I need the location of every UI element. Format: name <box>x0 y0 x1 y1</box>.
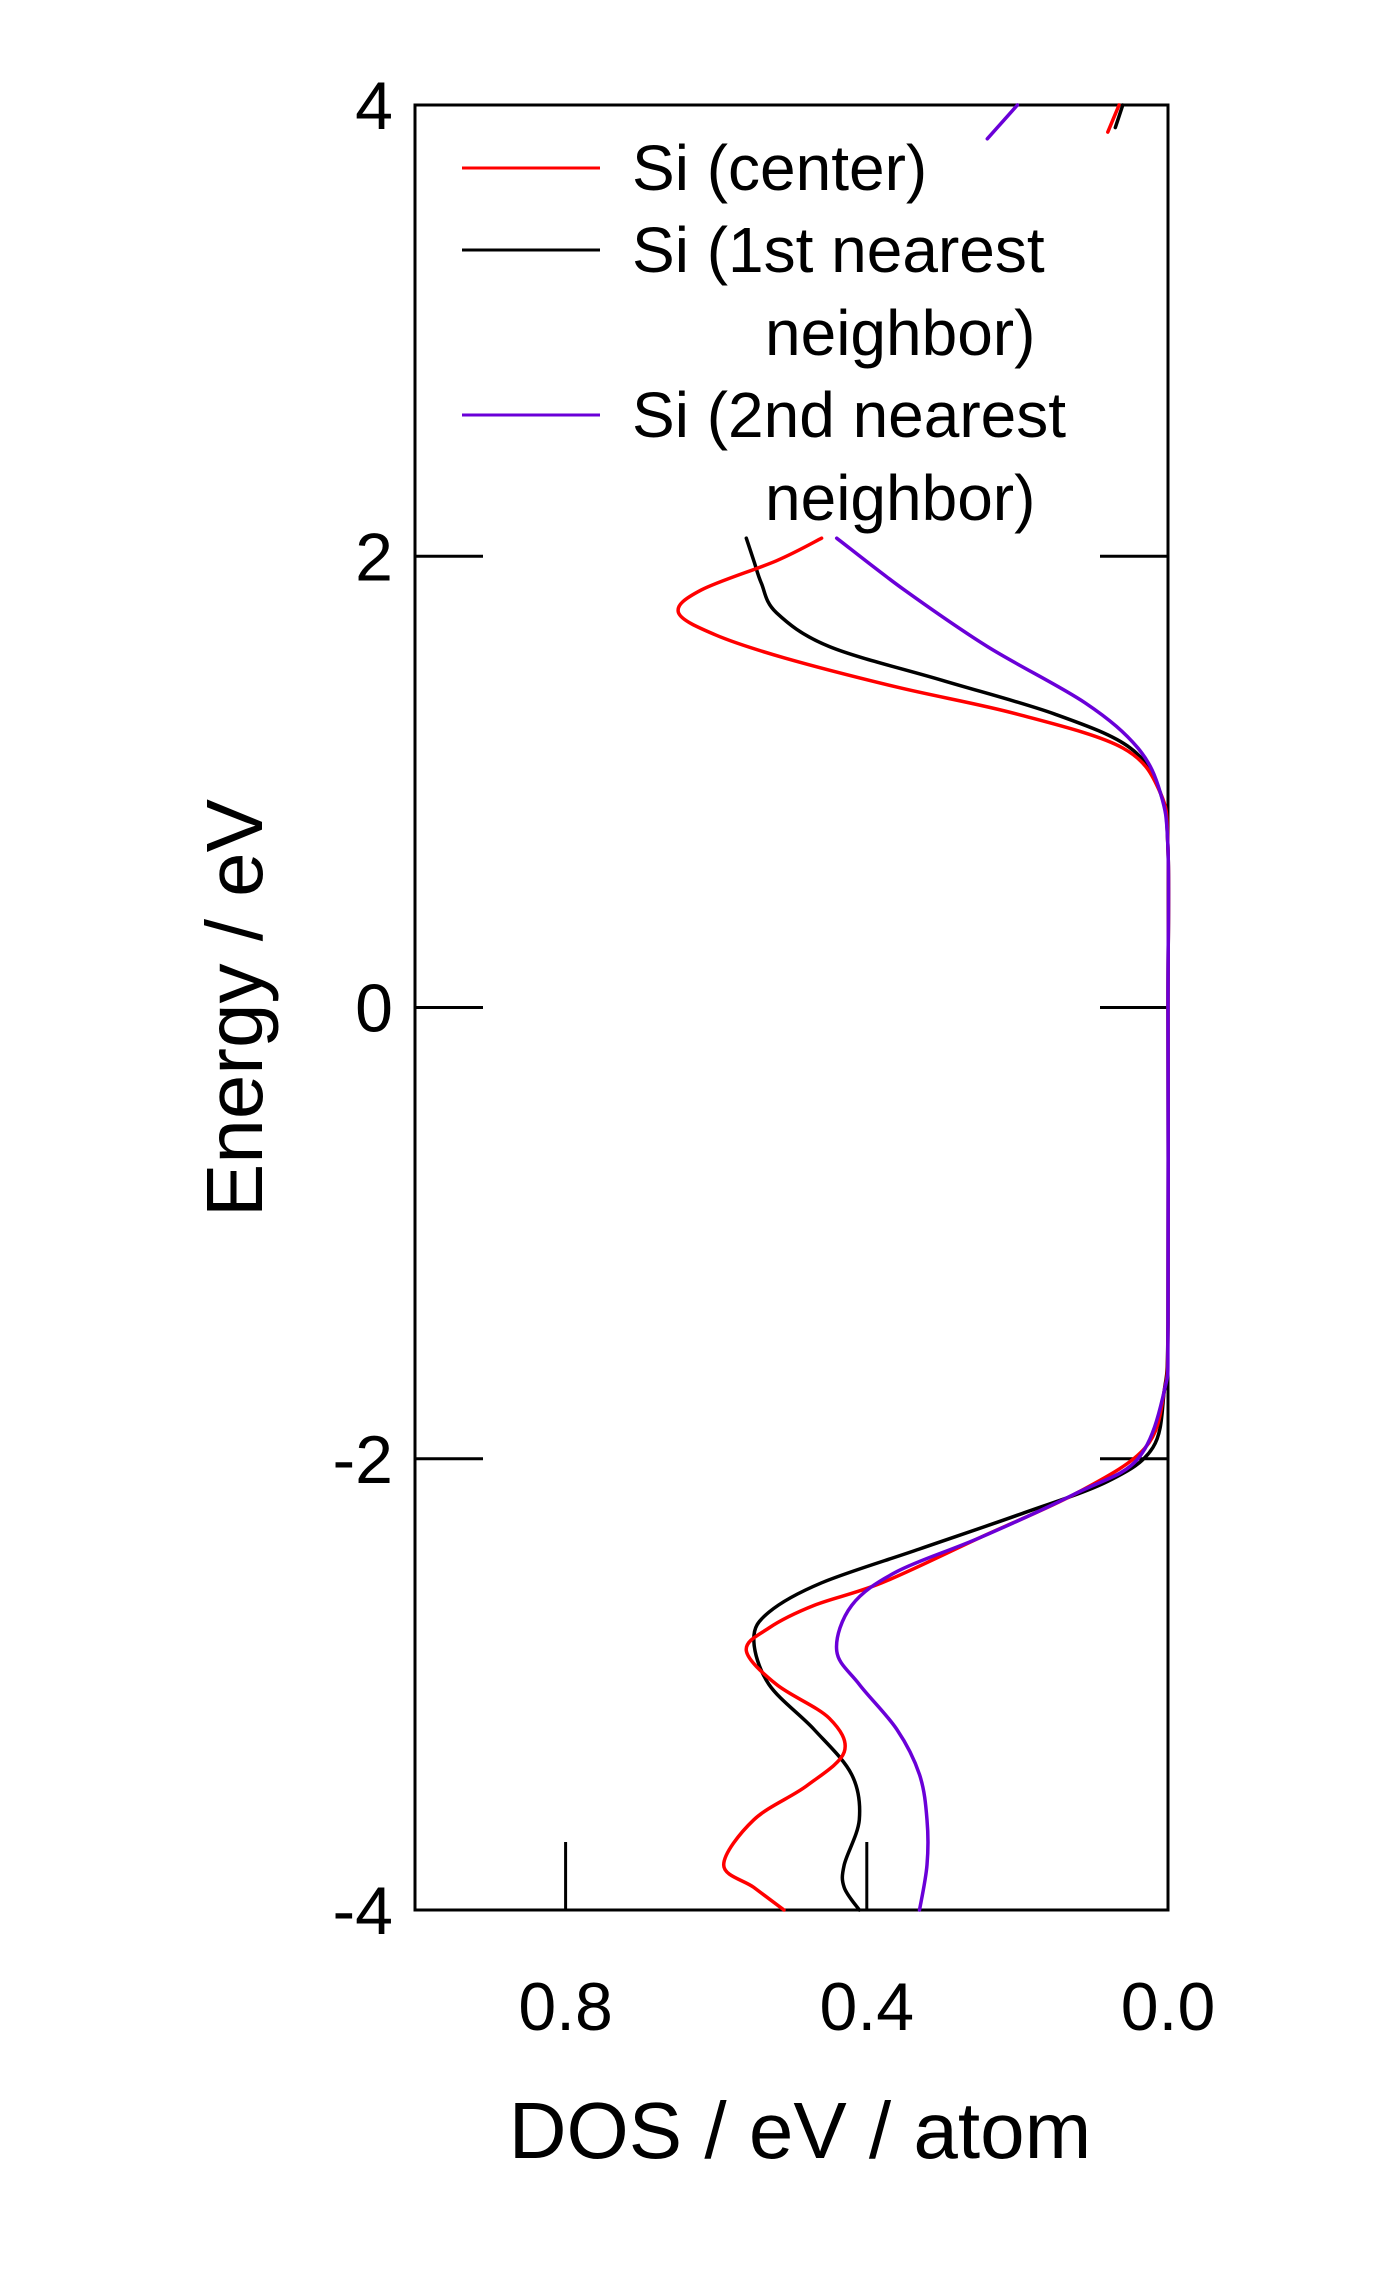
x-axis-ticks: 0.8 0.4 0.0 <box>518 1842 1215 2045</box>
y-axis-ticks: -4 -2 0 2 4 <box>333 68 1168 1949</box>
y-axis-title: Energy / eV <box>190 798 279 1217</box>
plot-frame <box>413 103 1170 1912</box>
legend: Si (center) Si (1st nearest neighbor) Si… <box>462 132 1066 534</box>
y-tick-label-1: -2 <box>333 1422 393 1498</box>
legend-label-si-center: Si (center) <box>632 132 927 204</box>
y-tick-label-2: 0 <box>355 971 393 1047</box>
x-tick-label-2: 0.0 <box>1121 1969 1216 2045</box>
x-tick-label-0: 0.8 <box>518 1969 613 2045</box>
series-lines <box>676 103 1171 1912</box>
series-line-si-center <box>676 536 1171 1912</box>
legend-label-si-1st-nearest-line2: neighbor) <box>765 297 1035 369</box>
y-tick-label-4: 4 <box>355 68 393 144</box>
legend-label-si-2nd-nearest-line1: Si (2nd nearest <box>632 379 1066 451</box>
legend-label-si-2nd-nearest-line2: neighbor) <box>765 462 1035 534</box>
series-line-upper-violet-fragment <box>985 103 1020 141</box>
x-axis-title: DOS / eV / atom <box>509 2086 1091 2175</box>
y-tick-label-0: -4 <box>333 1873 393 1949</box>
series-line-upper-red-fragment <box>1106 103 1121 134</box>
series-line-upper-black-fragment <box>1113 103 1125 130</box>
y-tick-label-3: 2 <box>355 519 393 595</box>
x-tick-label-1: 0.4 <box>820 1969 915 2045</box>
legend-label-si-1st-nearest-line1: Si (1st nearest <box>632 214 1045 286</box>
series-line-si-2nd-nearest-neighbor <box>834 536 1171 1912</box>
